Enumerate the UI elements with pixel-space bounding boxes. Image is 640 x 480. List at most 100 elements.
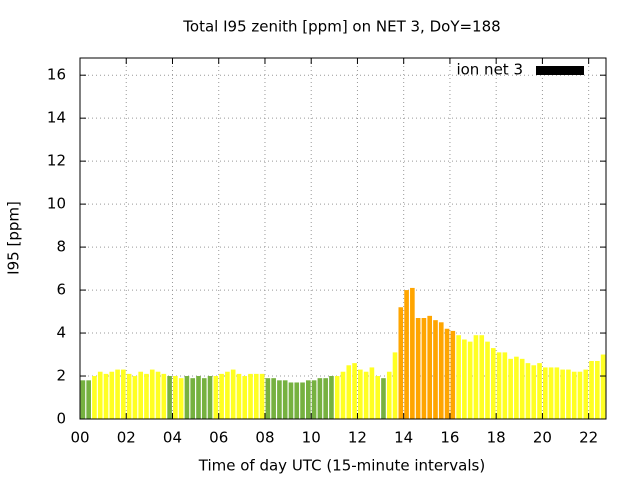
y-tick-label: 6	[56, 281, 66, 299]
bar	[242, 376, 248, 419]
bar	[537, 363, 542, 419]
x-tick-label: 06	[209, 429, 228, 447]
bar	[577, 371, 583, 419]
bar	[554, 367, 560, 419]
bar	[213, 376, 219, 419]
bar	[363, 371, 369, 419]
bar	[225, 371, 230, 419]
bar	[207, 376, 213, 419]
bar	[467, 341, 473, 419]
bar	[542, 367, 548, 419]
bar	[329, 376, 334, 419]
bar	[306, 380, 311, 419]
bar	[340, 371, 346, 419]
legend-swatch	[536, 66, 584, 75]
bar	[103, 373, 109, 419]
bar	[97, 371, 103, 419]
bar	[265, 378, 271, 419]
bar	[86, 380, 91, 419]
bar	[277, 380, 282, 419]
y-tick-label: 2	[56, 367, 66, 385]
bar	[352, 363, 357, 419]
bar	[381, 378, 386, 419]
bar	[230, 369, 236, 419]
bar	[571, 371, 577, 419]
bar	[144, 373, 149, 419]
legend: ion net 3	[456, 61, 584, 79]
bar	[496, 352, 502, 419]
bar	[80, 380, 86, 419]
y-tick-label: 4	[56, 324, 66, 342]
bar	[473, 335, 479, 419]
bar	[485, 341, 490, 419]
bar	[410, 287, 415, 419]
bar	[519, 358, 525, 419]
y-tick-label: 12	[47, 152, 66, 170]
bar	[450, 330, 456, 419]
bar	[248, 373, 253, 419]
bar	[311, 380, 317, 419]
bar	[334, 376, 340, 419]
bar	[323, 378, 328, 419]
bar	[490, 348, 496, 419]
bar	[271, 378, 276, 419]
x-tick-label: 02	[117, 429, 136, 447]
bar	[398, 307, 404, 419]
bar	[196, 376, 201, 419]
x-tick-label: 20	[533, 429, 552, 447]
bar	[167, 376, 172, 419]
bar	[282, 380, 288, 419]
bar	[421, 318, 427, 419]
bar	[415, 318, 421, 419]
bar	[346, 365, 352, 419]
bar	[531, 365, 537, 419]
bar	[300, 382, 305, 419]
bar	[514, 356, 519, 419]
bar	[358, 369, 363, 419]
bar	[109, 371, 115, 419]
bar	[155, 371, 161, 419]
y-axis-label: I95 [ppm]	[5, 201, 23, 275]
bar	[161, 373, 167, 419]
bar	[433, 320, 438, 419]
bar	[438, 322, 444, 419]
bar	[178, 378, 184, 419]
bar	[149, 369, 155, 419]
chart-title: Total I95 zenith [ppm] on NET 3, DoY=188	[182, 18, 500, 36]
bar	[184, 376, 190, 419]
bar	[92, 376, 97, 419]
bar	[386, 371, 392, 419]
bar	[132, 376, 138, 419]
bar	[404, 290, 409, 419]
bar	[375, 376, 380, 419]
x-tick-label: 22	[579, 429, 598, 447]
bar	[294, 382, 300, 419]
bar	[253, 373, 259, 419]
x-tick-label: 12	[348, 429, 367, 447]
bar	[115, 369, 120, 419]
y-tick-label: 10	[47, 195, 66, 213]
bar	[317, 378, 323, 419]
x-tick-label: 04	[163, 429, 182, 447]
bar	[259, 373, 265, 419]
x-tick-label: 00	[70, 429, 89, 447]
plot-frame	[79, 57, 607, 420]
bar	[589, 360, 594, 419]
bar	[462, 339, 467, 419]
bar	[236, 373, 242, 419]
x-tick-label: 08	[255, 429, 274, 447]
legend-label: ion net 3	[456, 61, 523, 79]
bar	[427, 315, 433, 419]
bar	[173, 376, 178, 419]
bar	[201, 378, 207, 419]
bar	[502, 352, 508, 419]
bar	[548, 367, 554, 419]
y-tick-label: 0	[56, 410, 66, 428]
bar	[121, 369, 126, 419]
bar	[126, 373, 132, 419]
bar	[219, 373, 224, 419]
bar	[525, 363, 531, 419]
bar	[600, 354, 606, 419]
